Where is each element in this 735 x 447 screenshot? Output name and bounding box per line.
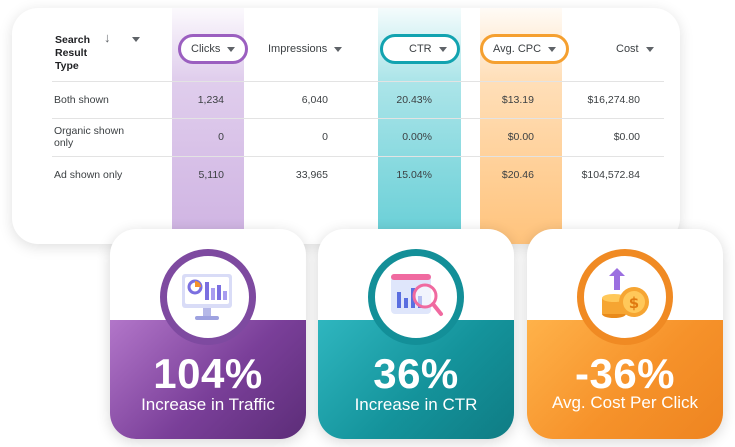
cost-cell: $16,274.80 xyxy=(587,94,640,106)
chevron-down-icon[interactable] xyxy=(132,37,140,42)
traffic-stat-card: 104% Increase in Traffic xyxy=(110,229,306,439)
impressions-cell: 0 xyxy=(322,131,328,143)
impressions-cell: 33,965 xyxy=(295,169,328,181)
stat-value: -36% xyxy=(574,350,676,397)
column-header-impressions[interactable]: Impressions xyxy=(268,43,343,55)
chevron-down-icon xyxy=(548,46,557,52)
impressions-cell: 6,040 xyxy=(301,94,328,106)
ctr-cell: 15.04% xyxy=(396,169,432,181)
clicks-cell: 5,110 xyxy=(198,169,225,181)
sort-arrow-down-icon[interactable]: ↓ xyxy=(104,30,111,45)
column-header-cost[interactable]: Cost xyxy=(616,43,654,55)
column-header-clicks[interactable]: Clicks xyxy=(178,34,249,64)
row-label: Ad shown only xyxy=(54,169,123,181)
table-divider xyxy=(52,118,664,119)
chevron-down-icon xyxy=(227,46,236,52)
ctr-stat-card: 36% Increase in CTR xyxy=(318,229,514,439)
column-header-search-result-type[interactable]: Search Result Type xyxy=(55,34,91,72)
analytics-monitor-icon xyxy=(160,249,256,345)
stat-label: Increase in Traffic xyxy=(141,395,275,414)
chevron-down-icon xyxy=(645,46,654,52)
row-label: Both shown xyxy=(54,94,109,106)
stat-label: Increase in CTR xyxy=(354,395,478,414)
row-label: Organic shown only xyxy=(54,125,125,149)
cost-cell: $104,572.84 xyxy=(581,169,640,181)
stat-value: 104% xyxy=(153,350,263,397)
chevron-down-icon xyxy=(438,46,447,52)
svg-text:$: $ xyxy=(629,294,639,312)
metrics-table-card: Search Result Type ↓ Clicks Impressions … xyxy=(12,8,680,244)
avg-cpc-cell: $0.00 xyxy=(507,131,534,143)
clicks-cell: 1,234 xyxy=(197,94,224,106)
chart-magnifier-icon xyxy=(368,249,464,345)
ctr-cell: 20.43% xyxy=(396,94,432,106)
cpc-stat-card: $ -36% Avg. Cost Per Click xyxy=(527,229,723,439)
avg-cpc-cell: $13.19 xyxy=(501,94,534,106)
ctr-cell: 0.00% xyxy=(402,131,432,143)
table-divider xyxy=(52,81,664,82)
clicks-header-label: Clicks xyxy=(191,43,221,55)
cost-cell: $0.00 xyxy=(613,131,640,143)
ctr-header-label: CTR xyxy=(409,43,432,55)
chevron-down-icon xyxy=(334,46,343,52)
impressions-header-label: Impressions xyxy=(268,43,328,55)
stat-value: 36% xyxy=(373,350,459,397)
avg-cpc-header-label: Avg. CPC xyxy=(493,43,542,55)
column-header-avg-cpc[interactable]: Avg. CPC xyxy=(480,34,570,64)
clicks-cell: 0 xyxy=(218,131,224,143)
stat-label: Avg. Cost Per Click xyxy=(551,393,699,412)
avg-cpc-cell: $20.46 xyxy=(501,169,534,181)
cost-header-label: Cost xyxy=(616,43,639,55)
column-header-ctr[interactable]: CTR xyxy=(380,34,460,64)
table-divider xyxy=(52,156,664,157)
coins-dollar-icon: $ xyxy=(577,249,673,345)
